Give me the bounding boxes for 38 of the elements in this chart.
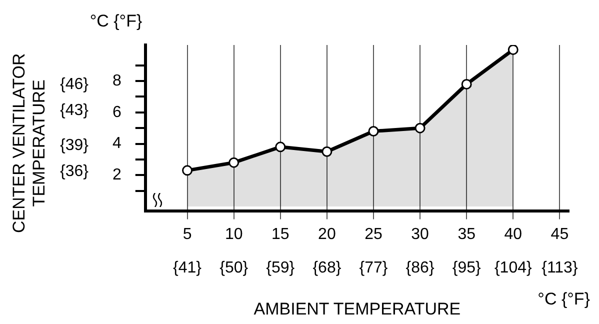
x-tick-label: 10	[224, 226, 243, 244]
x-tick-label: 25	[364, 226, 382, 244]
x2-tick-label: {104}	[494, 259, 532, 276]
y-tick-label: 6	[112, 104, 122, 121]
y-tick-label: 4	[112, 135, 122, 152]
y2-tick-label: {36}	[60, 163, 90, 180]
x-axis-title: AMBIENT TEMPERATURE	[254, 299, 461, 318]
point	[182, 165, 193, 176]
y-tick-label: 2	[112, 166, 122, 184]
text: °C {°F}	[538, 290, 590, 309]
y-tick-label: 8	[112, 72, 122, 90]
x-tick-label: 5	[182, 226, 192, 244]
x2-tick-label: {59}	[266, 259, 296, 276]
point	[508, 45, 518, 55]
x2-tick-label: {95}	[452, 259, 482, 276]
x2-tick-label: {68}	[312, 259, 342, 276]
x2-tick-label: {113}	[542, 259, 578, 276]
x2-tick-label: {77}	[359, 259, 388, 276]
text: °C {°F}	[90, 12, 142, 31]
point	[368, 126, 379, 136]
point	[322, 146, 332, 157]
y2-tick-label: {46}	[60, 76, 90, 93]
x2-tick-label: {86}	[406, 259, 435, 276]
point	[414, 122, 426, 134]
x-tick-label: 15	[271, 226, 290, 244]
y2-tick-label: {39}	[60, 136, 90, 154]
x-tick-label: 20	[318, 226, 336, 244]
x2-tick-label: {41}	[173, 259, 202, 276]
x-tick-label: 45	[550, 226, 569, 244]
point	[228, 157, 240, 168]
x-tick-label: 35	[458, 226, 476, 244]
x-tick-label: 30	[411, 226, 430, 244]
x-tick-label: 40	[504, 226, 522, 244]
point	[275, 142, 286, 152]
x2-tick-label: {50}	[220, 259, 249, 276]
point	[461, 78, 472, 90]
y2-axis-title: CENTER VENTILATOR TEMPERATURE	[10, 53, 49, 233]
y2-tick-label: {43}	[60, 102, 90, 120]
